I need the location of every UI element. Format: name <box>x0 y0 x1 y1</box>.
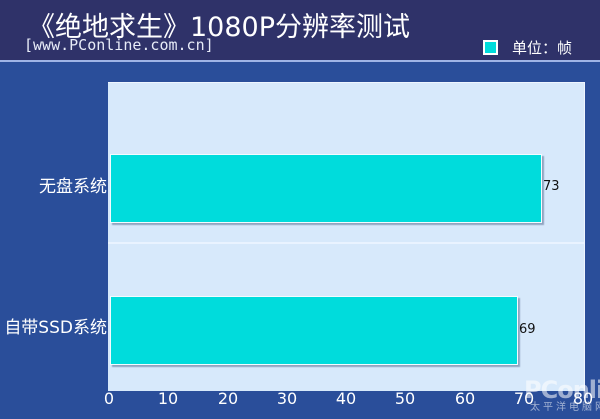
plot-area: 73 69 <box>108 82 585 391</box>
x-tick: 30 <box>276 389 298 408</box>
chart-subtitle: [www.PConline.com.cn] <box>24 36 214 54</box>
bar-diskless-system <box>110 154 542 223</box>
x-tick: 50 <box>394 389 416 408</box>
category-label: 自带SSD系统 <box>4 318 107 338</box>
bar-value-label: 69 <box>519 322 536 337</box>
watermark-logo: PConline <box>524 376 600 404</box>
bar-ssd-system <box>110 296 518 365</box>
x-tick: 70 <box>513 389 535 408</box>
x-tick: 60 <box>454 389 476 408</box>
legend-swatch-icon <box>483 40 498 55</box>
legend-label: 单位：帧 <box>512 39 573 57</box>
chart-header: 《绝地求生》1080P分辨率测试 [www.PConline.com.cn] 单… <box>0 0 600 60</box>
chart-title: 《绝地求生》1080P分辨率测试 <box>28 12 410 43</box>
watermark-subtext: 太平洋电脑网 <box>530 402 600 413</box>
x-tick: 20 <box>217 389 239 408</box>
header-divider <box>0 60 600 62</box>
category-separator <box>108 242 584 244</box>
category-label: 无盘系统 <box>39 177 107 197</box>
pconline-watermark: PConline 太平洋电脑网 <box>524 378 600 414</box>
legend: 单位：帧 <box>483 37 572 58</box>
bar-value-label: 73 <box>543 179 560 194</box>
x-tick: 40 <box>335 389 357 408</box>
x-tick: 10 <box>157 389 179 408</box>
x-tick: 0 <box>103 389 115 408</box>
x-tick: 80 <box>572 389 594 408</box>
